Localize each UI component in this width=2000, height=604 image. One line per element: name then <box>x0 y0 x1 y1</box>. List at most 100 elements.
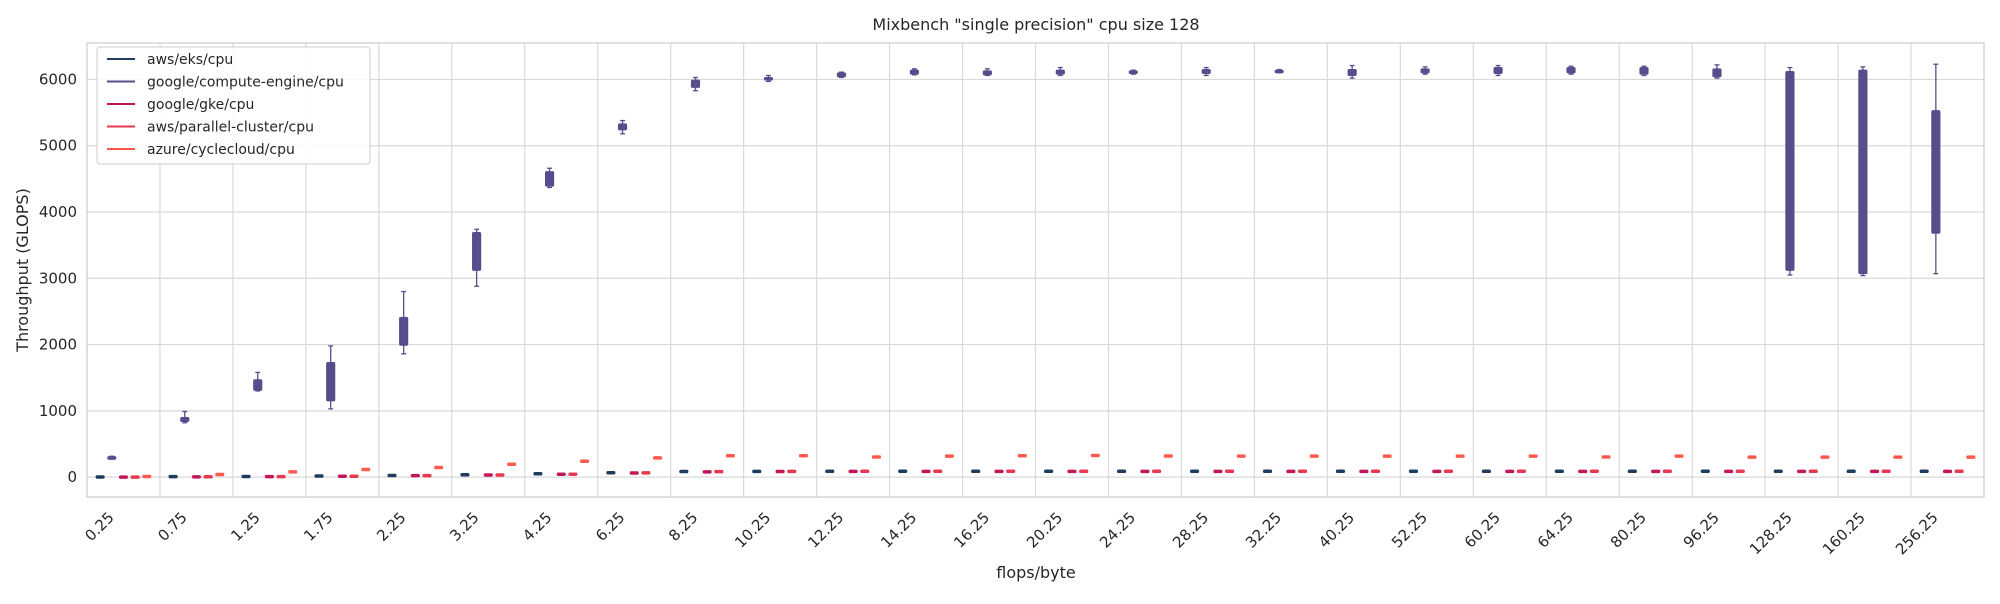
x-tick-label: 80.25 <box>1607 509 1650 552</box>
box <box>1090 453 1100 458</box>
box <box>679 469 689 474</box>
box <box>130 475 140 479</box>
box <box>1286 469 1296 474</box>
box <box>1735 469 1745 474</box>
box <box>1627 469 1637 474</box>
box <box>1224 469 1235 474</box>
box <box>1674 454 1684 458</box>
x-tick-label: 40.25 <box>1315 509 1358 552</box>
series-aws-parallel-cluster-cpu <box>130 469 1964 479</box>
box <box>1846 469 1856 474</box>
legend-label: azure/cyclecloud/cpu <box>147 142 295 158</box>
x-tick-label: 12.25 <box>804 509 847 552</box>
box <box>1505 469 1515 474</box>
box <box>1747 455 1757 459</box>
box <box>1919 469 1929 474</box>
box <box>971 469 981 474</box>
box <box>399 316 409 346</box>
x-tick-label: 16.25 <box>950 509 993 552</box>
x-tick-label: 96.25 <box>1680 509 1723 552</box>
y-tick-label: 6000 <box>39 70 77 88</box>
x-tick-label: 1.75 <box>300 509 336 545</box>
x-tick-label: 64.25 <box>1534 509 1577 552</box>
box <box>191 475 202 479</box>
box <box>1213 469 1223 474</box>
box <box>836 72 847 78</box>
y-tick-label: 0 <box>67 468 77 486</box>
box <box>483 473 493 477</box>
box <box>1382 454 1392 458</box>
box <box>495 473 505 477</box>
box <box>118 475 129 479</box>
box <box>1700 469 1710 474</box>
box <box>1528 454 1538 458</box>
box <box>1017 453 1027 458</box>
box <box>460 473 470 477</box>
box <box>1966 455 1976 459</box>
box <box>1493 67 1503 74</box>
x-tick-label: 0.75 <box>154 509 190 545</box>
box <box>1869 469 1880 474</box>
box <box>871 455 882 459</box>
box <box>641 471 651 475</box>
x-tick-label: 10.25 <box>731 509 774 552</box>
box <box>349 474 359 478</box>
y-tick-label: 2000 <box>39 336 77 354</box>
box <box>1201 69 1211 74</box>
box <box>1420 68 1430 74</box>
box <box>1140 469 1150 474</box>
box <box>107 456 117 460</box>
box <box>1797 469 1807 474</box>
series-google-gke-cpu <box>118 469 1953 479</box>
box <box>422 473 432 478</box>
box <box>909 69 919 75</box>
box <box>142 474 152 479</box>
box <box>702 470 712 474</box>
legend-label: google/gke/cpu <box>147 97 254 113</box>
box <box>1724 469 1734 474</box>
x-tick-label: 160.25 <box>1819 509 1869 559</box>
box <box>798 453 809 458</box>
box <box>714 469 724 474</box>
legend: aws/eks/cpu google/compute-engine/cpu goog… <box>96 46 371 165</box>
box <box>556 472 566 476</box>
box <box>168 474 178 479</box>
legend-label: aws/eks/cpu <box>147 52 233 68</box>
box <box>1893 455 1903 459</box>
box <box>1274 69 1284 74</box>
box <box>848 469 858 474</box>
box <box>1881 469 1891 474</box>
box <box>1942 469 1953 474</box>
box <box>1858 69 1868 275</box>
box <box>1236 454 1246 458</box>
x-tick-label: 3.25 <box>446 509 482 545</box>
box <box>982 70 992 76</box>
box <box>1309 454 1319 458</box>
box <box>1006 469 1016 474</box>
box <box>921 469 931 474</box>
x-tick-label: 20.25 <box>1023 509 1066 552</box>
box <box>1432 469 1442 474</box>
y-axis-ticks: 0 1000 2000 3000 4000 5000 6000 <box>39 70 77 486</box>
series-azure-cyclecloud-cpu <box>142 453 1976 479</box>
box <box>1808 469 1818 474</box>
box <box>825 469 835 474</box>
box-series <box>95 63 1976 479</box>
box <box>1773 469 1783 474</box>
box <box>1079 469 1089 474</box>
box <box>690 79 701 88</box>
box <box>337 474 347 478</box>
box <box>95 475 105 479</box>
x-tick-label: 0.25 <box>81 509 117 545</box>
box <box>434 465 444 470</box>
box <box>1117 469 1127 474</box>
box <box>652 456 663 460</box>
x-tick-label: 2.25 <box>373 509 409 545</box>
x-tick-label: 28.25 <box>1169 509 1212 552</box>
x-tick-label: 24.25 <box>1096 509 1139 552</box>
box <box>314 474 324 478</box>
x-axis-title: flops/byte <box>996 563 1076 582</box>
box <box>1163 454 1173 458</box>
